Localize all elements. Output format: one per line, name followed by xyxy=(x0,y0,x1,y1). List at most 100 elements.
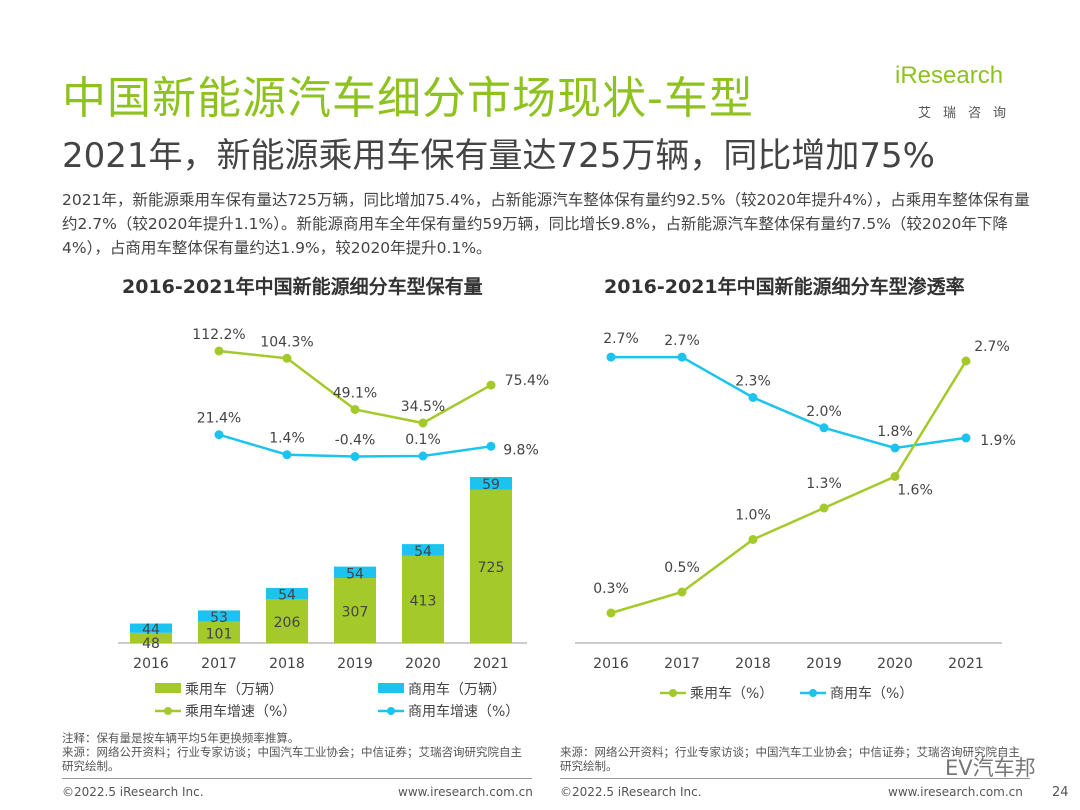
url-right: www.iresearch.com.cn xyxy=(888,785,1023,799)
commercial-growth-point xyxy=(214,430,224,440)
bar-label-commercial: 59 xyxy=(482,477,500,493)
passenger-growth-point xyxy=(282,353,292,363)
passenger-penetration-label: 1.3% xyxy=(806,476,842,492)
commercial-growth-point xyxy=(282,450,292,460)
passenger-penetration-point xyxy=(961,356,971,366)
passenger-growth-point xyxy=(214,346,224,356)
commercial-penetration-label: 2.7% xyxy=(603,331,639,347)
passenger-growth-label: 112.2% xyxy=(192,327,245,343)
bar-passenger-2019 xyxy=(334,577,376,643)
left-note: 注释：保有量是按车辆平均5年更换频率推算。 来源：网络公开资料；行业专家访谈；中国… xyxy=(62,731,522,773)
page-title: 中国新能源汽车细分市场现状-车型 xyxy=(62,73,754,124)
commercial-penetration-label: 1.8% xyxy=(877,424,913,440)
passenger-growth-point xyxy=(350,404,360,414)
bar-label-passenger: 101 xyxy=(206,626,233,642)
bar-label-commercial: 54 xyxy=(414,544,432,560)
page-subtitle: 2021年，新能源乘用车保有量达725万辆，同比增加75% xyxy=(62,136,935,176)
x-tick-label: 2021 xyxy=(948,656,984,672)
passenger-growth-label: 34.5% xyxy=(401,399,445,415)
commercial-growth-point xyxy=(486,441,496,451)
x-tick-label: 2016 xyxy=(133,656,169,672)
bar-commercial-2016 xyxy=(130,623,172,633)
bar-label-commercial: 54 xyxy=(278,588,296,604)
bar-commercial-2017 xyxy=(198,610,240,622)
commercial-growth-label: -0.4% xyxy=(335,433,376,449)
legend-commercial-rate: 商用车（%） xyxy=(830,685,913,702)
commercial-penetration-label: 2.0% xyxy=(806,404,842,420)
commercial-penetration-point xyxy=(677,352,687,362)
copyright-right: ©2022.5 iResearch Inc. xyxy=(560,785,702,799)
passenger-penetration-point xyxy=(606,608,616,618)
iresearch-logo: iResearch xyxy=(895,62,1004,89)
commercial-penetration-point xyxy=(606,352,616,362)
x-tick-label: 2018 xyxy=(269,656,305,672)
passenger-penetration-label: 0.5% xyxy=(664,560,700,576)
left-chart-title: 2016-2021年中国新能源细分车型保有量 xyxy=(122,276,483,298)
passenger-penetration-point xyxy=(890,472,900,481)
commercial-penetration-label: 1.9% xyxy=(980,433,1016,449)
x-tick-label: 2019 xyxy=(806,656,842,672)
passenger-penetration-label: 2.7% xyxy=(974,339,1010,355)
legend-marker xyxy=(164,707,172,715)
passenger-growth-label: 104.3% xyxy=(260,334,313,350)
passenger-penetration-label: 1.6% xyxy=(897,483,933,499)
commercial-growth-point xyxy=(350,452,360,461)
x-tick-label: 2020 xyxy=(877,656,913,672)
page-number: 24 xyxy=(1052,785,1069,800)
x-tick-label: 2017 xyxy=(201,656,237,672)
bar-label-commercial: 54 xyxy=(346,566,364,582)
commercial-penetration-label: 2.7% xyxy=(664,333,700,349)
summary-paragraph: 2021年，新能源乘用车保有量达725万辆，同比增加75.4%，占新能源汽车整体… xyxy=(62,191,1030,257)
commercial-penetration-point xyxy=(819,423,829,433)
passenger-growth-point xyxy=(418,418,428,428)
commercial-growth-point xyxy=(418,451,428,461)
commercial-penetration-line xyxy=(611,355,967,450)
bar-label-commercial: 44 xyxy=(142,622,160,638)
legend-marker xyxy=(387,707,395,715)
legend-commercial: 商用车（万辆） xyxy=(408,681,506,698)
bar-label-passenger: 206 xyxy=(274,615,301,631)
bar-label-passenger: 307 xyxy=(342,604,369,620)
commercial-penetration-point xyxy=(961,433,971,443)
passenger-growth-label: 49.1% xyxy=(333,385,377,401)
bar-passenger-2017 xyxy=(198,621,240,643)
bar-passenger-2021 xyxy=(470,489,512,643)
bar-label-commercial: 53 xyxy=(210,610,228,626)
x-tick-label: 2020 xyxy=(405,656,441,672)
legend-marker xyxy=(809,689,817,697)
legend-swatch-passenger xyxy=(155,683,181,693)
commercial-growth-label: 9.8% xyxy=(503,442,539,458)
right-divider xyxy=(560,778,1030,779)
passenger-growth-label: 75.4% xyxy=(505,373,549,389)
x-tick-label: 2021 xyxy=(473,656,509,672)
legend-passenger-growth: 乘用车增速（%） xyxy=(185,703,296,720)
legend-swatch-commercial xyxy=(378,683,404,693)
bar-passenger-2020 xyxy=(402,555,444,643)
iresearch-logo-sub: 艾瑞咨询 xyxy=(918,106,1019,121)
url-left: www.iresearch.com.cn xyxy=(398,785,533,799)
commercial-penetration-label: 2.3% xyxy=(735,374,771,390)
bar-commercial-2019 xyxy=(334,566,376,578)
legend-passenger-rate: 乘用车（%） xyxy=(690,685,773,702)
commercial-penetration-point xyxy=(890,443,900,453)
bar-label-passenger: 48 xyxy=(142,636,160,652)
passenger-penetration-label: 0.3% xyxy=(593,581,629,597)
bar-label-passenger: 413 xyxy=(410,593,437,609)
passenger-penetration-point xyxy=(677,587,687,597)
passenger-growth-point xyxy=(486,380,496,390)
bar-commercial-2020 xyxy=(402,544,444,556)
legend-passenger: 乘用车（万辆） xyxy=(185,681,283,698)
commercial-growth-label: 0.1% xyxy=(405,432,441,448)
passenger-penetration-label: 1.0% xyxy=(735,508,771,524)
x-tick-label: 2017 xyxy=(664,656,700,672)
left-divider xyxy=(62,778,532,779)
bar-passenger-2018 xyxy=(266,599,308,643)
passenger-penetration-point xyxy=(748,535,758,544)
passenger-penetration-point xyxy=(819,503,829,513)
commercial-growth-label: 1.4% xyxy=(269,431,305,447)
x-tick-label: 2018 xyxy=(735,656,771,672)
legend-commercial-growth: 商用车增速（%） xyxy=(408,703,519,720)
passenger-penetration-line xyxy=(610,360,968,615)
bar-commercial-2018 xyxy=(266,587,308,600)
